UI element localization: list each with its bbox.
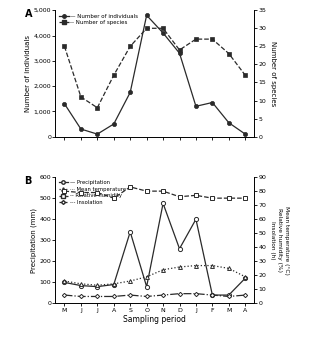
Y-axis label: Precipitation (mm): Precipitation (mm) bbox=[30, 208, 37, 273]
Legend: — Number of individuals, -- Number of species: — Number of individuals, -- Number of sp… bbox=[58, 13, 139, 26]
Y-axis label: Number of species: Number of species bbox=[271, 41, 276, 106]
Text: A: A bbox=[24, 9, 32, 19]
Y-axis label: Number of individuals: Number of individuals bbox=[25, 35, 31, 112]
Legend: — Precipitation, ··· Mean temperature, -- Relative humidity, -·- Insolation: — Precipitation, ··· Mean temperature, -… bbox=[58, 180, 126, 206]
X-axis label: Sampling period: Sampling period bbox=[124, 315, 186, 324]
Text: B: B bbox=[24, 176, 32, 186]
Y-axis label: Mean temperature (°C)
Relative humidity (%)
Insolation (h): Mean temperature (°C) Relative humidity … bbox=[271, 206, 289, 275]
